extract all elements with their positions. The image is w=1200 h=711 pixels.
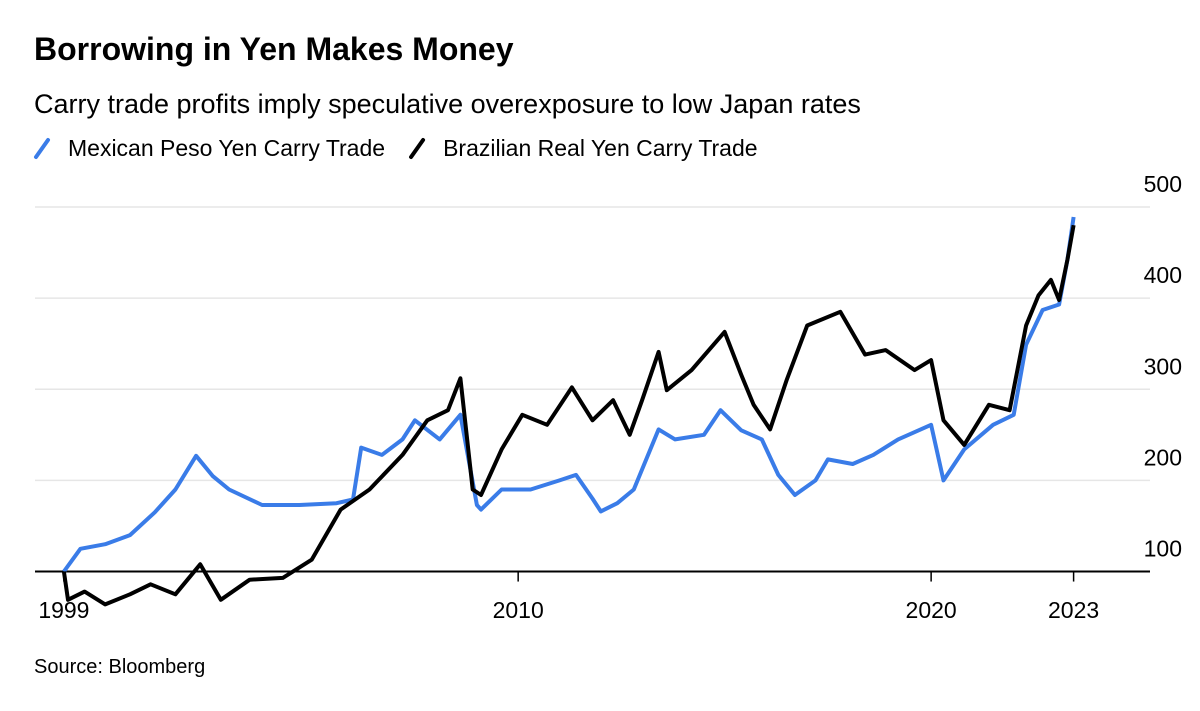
x-tick-label: 2023 [1048,597,1099,623]
y-tick-label: 300 [1144,353,1182,379]
legend-label: Brazilian Real Yen Carry Trade [443,135,758,161]
y-tick-label: 100 [1144,536,1182,562]
legend-label: Mexican Peso Yen Carry Trade [68,135,385,161]
y-tick-label: 200 [1144,444,1182,470]
x-tick-label: 2020 [906,597,957,623]
chart-title: Borrowing in Yen Makes Money [34,31,514,67]
y-tick-label: 500 [1144,171,1182,197]
x-tick-label: 2010 [493,597,544,623]
chart-subtitle: Carry trade profits imply speculative ov… [34,89,861,119]
x-tick-label: 1999 [38,597,89,623]
series-line [61,224,1076,607]
series-line [62,216,1076,573]
legend-swatch [34,138,50,159]
legend-swatch [409,138,426,159]
source-note: Source: Bloomberg [34,656,205,678]
y-tick-label: 400 [1144,262,1182,288]
